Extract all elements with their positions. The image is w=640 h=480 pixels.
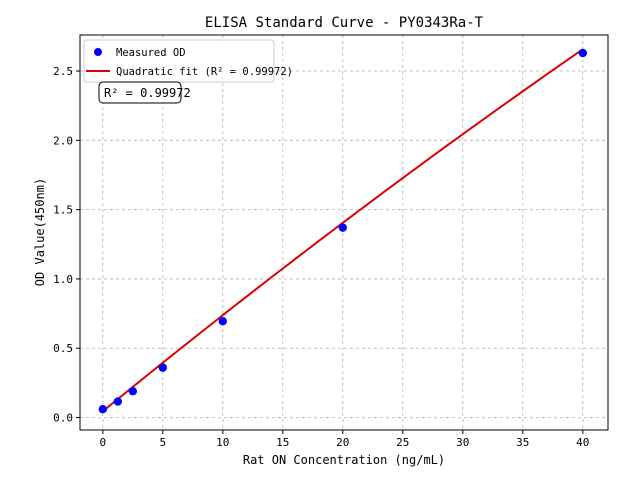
- measured-od-point: [113, 397, 123, 406]
- y-tick-label: 2.0: [53, 134, 73, 147]
- y-axis-label: OD Value(450nm): [33, 178, 47, 286]
- x-tick-label: 10: [216, 436, 229, 449]
- measured-od-point: [128, 386, 137, 396]
- y-tick-label: 2.5: [53, 65, 73, 78]
- legend-label-measured-od: Measured OD: [116, 47, 186, 59]
- x-tick-label: 25: [396, 436, 409, 449]
- x-tick-label: 30: [456, 436, 469, 449]
- measured-od-point: [218, 317, 227, 326]
- y-tick-label: 1.0: [53, 273, 73, 286]
- y-axis-ticks: 0.0 0.5 1.0 1.5 2.0 2.5: [53, 65, 80, 425]
- data-series: [98, 48, 587, 414]
- y-tick-label: 1.5: [53, 204, 73, 217]
- chart-title: ELISA Standard Curve - PY0343Ra-T: [205, 15, 484, 31]
- x-axis-label: Rat ON Concentration (ng/mL): [243, 453, 445, 467]
- measured-od-point: [578, 48, 587, 58]
- x-tick-label: 15: [276, 436, 289, 449]
- measured-od-point: [158, 363, 167, 372]
- grid-lines: [80, 35, 608, 430]
- y-tick-label: 0.0: [53, 412, 73, 425]
- x-tick-label: 20: [336, 436, 349, 449]
- legend-marker-measured-od: [94, 48, 102, 56]
- x-tick-label: 35: [516, 436, 529, 449]
- plot-frame: [79, 34, 609, 431]
- r2-annotation-text: R² = 0.99972: [104, 86, 191, 100]
- x-tick-label: 5: [159, 436, 166, 449]
- y-tick-label: 0.5: [53, 342, 73, 355]
- r2-annotation: R² = 0.99972: [98, 81, 191, 104]
- legend-label-quadratic-fit: Quadratic fit (R² = 0.99972): [116, 66, 293, 78]
- quadratic-fit-line: [102, 48, 584, 413]
- legend: Measured OD Quadratic fit (R² = 0.99972): [83, 39, 293, 83]
- measured-od-point: [98, 405, 108, 414]
- x-tick-label: 0: [99, 436, 106, 449]
- x-tick-label: 40: [576, 436, 589, 449]
- measured-od-point: [338, 223, 347, 232]
- r2-annotation-box: [98, 81, 182, 104]
- x-axis-ticks: 0 5 10 15 20 25 30 35 40: [99, 430, 589, 449]
